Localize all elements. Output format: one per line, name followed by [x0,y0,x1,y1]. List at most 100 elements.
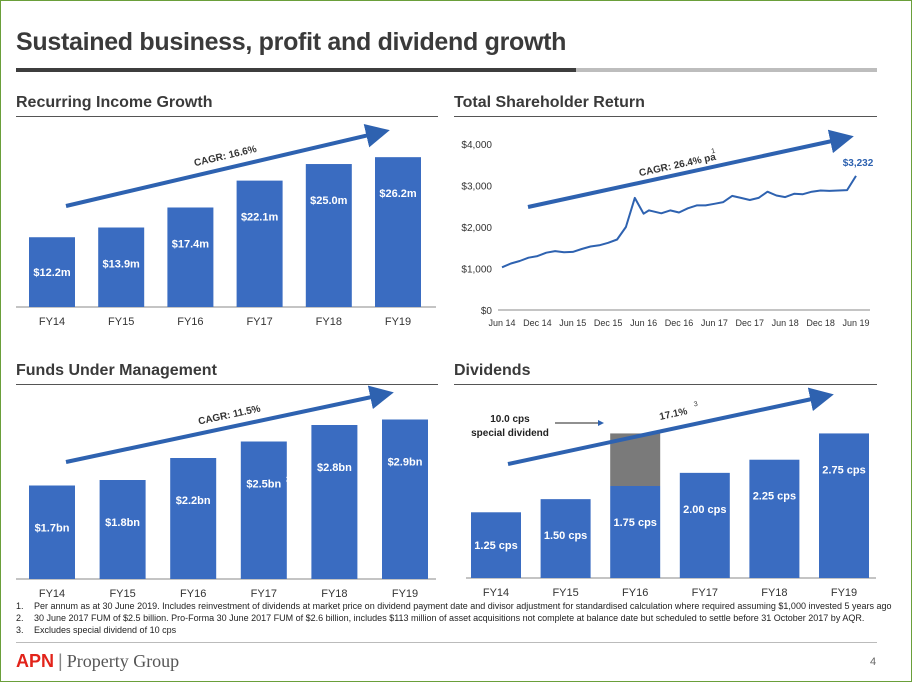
title-rule-accent [16,68,576,72]
page-number: 4 [870,656,877,668]
data-label: $17.4m [172,238,210,250]
x-tick-label: FY19 [392,588,418,600]
y-tick-label: $2,000 [461,223,492,234]
x-tick-label: FY16 [180,588,206,600]
cagr-label: 17.1% [658,406,688,423]
cagr-arrow [65,123,390,208]
data-label: 2.00 cps [683,504,726,516]
recurring-income-chart: $12.2m FY14 $13.9m FY15 $17.4m FY16 $22.1m FY17… [16,123,436,328]
y-tick-label: $3,000 [461,182,492,193]
footnote: 3. Excludes special dividend of 10 cps [16,625,177,635]
x-tick-label: FY19 [831,587,857,599]
x-tick-label: Jun 15 [559,318,586,328]
cagr-arrow [527,129,854,209]
x-tick-label: Jun 19 [842,318,869,328]
data-label: 1.75 cps [613,517,656,529]
bar [749,459,800,578]
x-tick-label: FY15 [108,316,134,328]
x-tick-label: FY16 [622,587,648,599]
data-label: $22.1m [241,212,279,224]
x-tick-label: FY15 [109,588,135,600]
footnotes: 1. Per annum as at 30 June 2019. Includes… [16,600,892,636]
bar [819,433,869,578]
footnote-marker: 3 [693,401,698,409]
data-label: $1.8bn [105,517,140,529]
x-tick-label: Jun 14 [488,318,515,328]
data-label: $26.2m [379,188,417,200]
x-tick-label: FY16 [177,316,203,328]
x-tick-label: Dec 16 [665,318,694,328]
data-label: $1.7bn [35,523,70,535]
x-tick-label: FY15 [552,587,578,599]
cagr-label: CAGR: 16.6% [193,144,258,169]
x-tick-label: Jun 16 [630,318,657,328]
data-label: 1.50 cps [544,530,587,542]
dividends-rule [454,384,877,385]
recurring-income-rule [16,116,438,117]
bar [98,227,145,307]
bar [540,499,591,578]
x-tick-label: FY14 [39,588,65,600]
page-title: Sustained business, profit and dividend … [16,28,567,56]
data-label: 2.75 cps [822,464,865,476]
fum-chart: $1.7bn FY14 $1.8bn FY15 $2.2bn FY16 $2.5bn 2 FY1… [16,385,436,600]
company-logo: APN | Property Group [16,651,180,671]
special-dividend-callout: 10.0 cps [490,414,530,425]
fum-rule [16,384,438,385]
x-tick-label: FY17 [692,587,718,599]
bar [610,486,661,578]
cagr-arrow [507,387,834,466]
footnote: 2. 30 June 2017 FUM of $2.5 billion. Pro-… [16,613,865,623]
data-label: $12.2m [33,267,71,279]
bar [29,485,75,579]
data-label: $2.9bn [388,457,423,469]
bar [382,419,428,579]
bar [167,207,214,307]
bar [471,512,521,578]
bar [170,458,217,579]
y-tick-label: $4,000 [461,140,492,151]
bar [375,157,421,307]
data-label: $2.2bn [176,495,211,507]
x-tick-label: FY18 [321,588,347,600]
dividends-title: Dividends [454,362,531,379]
data-label: $25.0m [310,195,348,207]
x-tick-label: Jun 17 [701,318,728,328]
data-label: $2.5bn [246,479,281,491]
bar [236,180,283,307]
footnote-marker: 2 [286,477,290,484]
bar [311,425,358,579]
fum-title: Funds Under Management [16,362,217,379]
footer-rule [16,642,877,643]
data-label: 1.25 cps [474,540,517,552]
x-tick-label: Dec 15 [594,318,623,328]
x-tick-label: FY14 [39,316,65,328]
x-tick-label: Jun 18 [772,318,799,328]
data-label: 2.25 cps [753,491,796,503]
tsr-chart: $0 $1,000 $2,000 $3,000 $4,000 Jun 14 Dec 14 Ju… [461,129,874,328]
footnote: 1. Per annum as at 30 June 2019. Includes… [16,601,892,611]
x-tick-label: Dec 18 [806,318,835,328]
dividends-chart: 1.25 cps FY14 1.50 cps FY15 1.75 cps FY16 2.00… [466,387,876,599]
x-tick-label: FY17 [251,588,277,600]
tsr-series-line [501,175,857,269]
x-tick-label: FY14 [483,587,509,599]
x-tick-label: FY17 [246,316,272,328]
x-tick-label: FY19 [385,316,411,328]
data-label: $2.8bn [317,462,352,474]
bar [99,480,146,579]
tsr-end-label: $3,232 [843,158,874,169]
bar [29,237,75,307]
footnote-marker: 1 [711,148,716,156]
x-tick-label: FY18 [316,316,342,328]
bar [240,441,287,579]
cagr-arrow [65,385,394,464]
x-tick-label: Dec 14 [523,318,552,328]
recurring-income-title: Recurring Income Growth [16,94,213,111]
x-tick-label: FY18 [761,587,787,599]
x-tick-label: Dec 17 [736,318,765,328]
bar [679,472,730,578]
data-label: $13.9m [103,259,141,271]
tsr-title: Total Shareholder Return [454,94,645,111]
tsr-rule [454,116,877,117]
